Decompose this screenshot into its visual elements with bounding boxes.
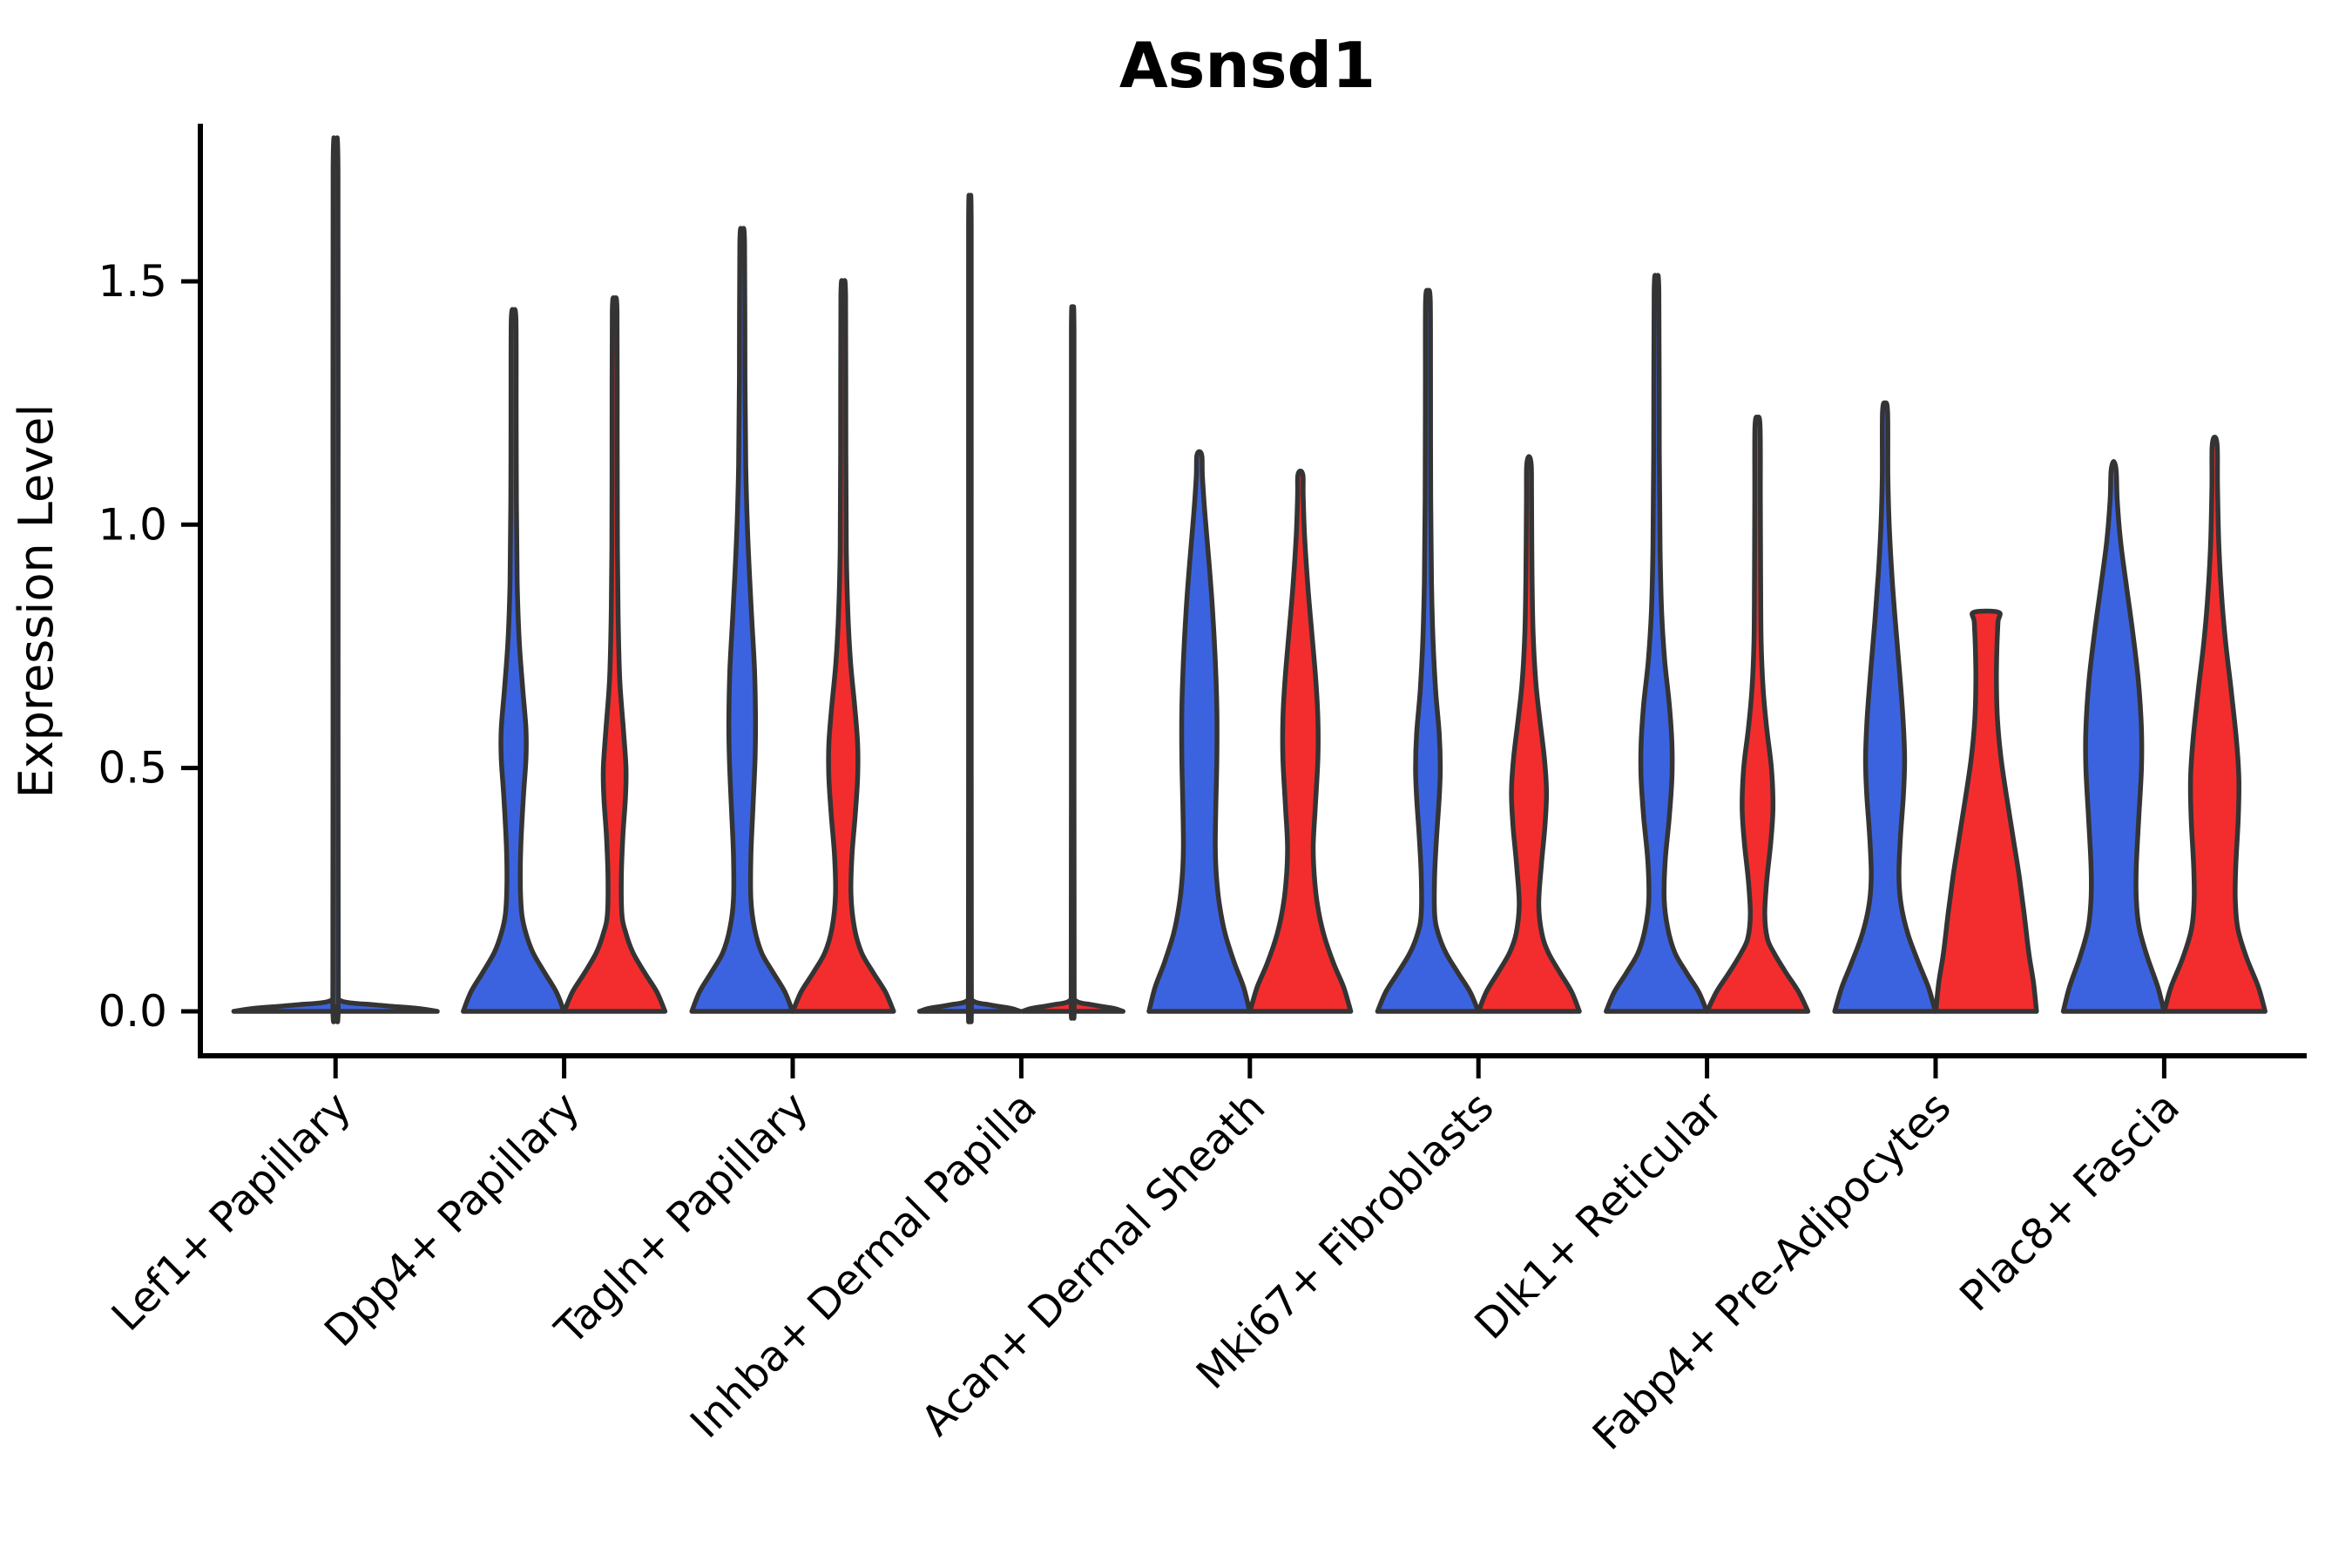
x-tick-label: Dpp4+ Papillary [315, 1083, 589, 1356]
violin-dpp4-papillary-red [562, 295, 668, 1014]
y-tick-label: 0.5 [98, 743, 167, 794]
violin-tagln-papillary-blue [689, 226, 795, 1014]
x-tick-label: Tagln+ Papillary [545, 1083, 817, 1355]
x-tick-label: Plac8+ Fascia [1950, 1083, 2189, 1321]
violin-inhba-dermal-papilla-red [1019, 304, 1125, 1021]
violin-dlk1-reticular-blue [1604, 273, 1710, 1014]
violin-acan-dermal-sheath-blue [1146, 449, 1253, 1014]
y-tick-label: 1.5 [98, 256, 167, 307]
violin-inhba-dermal-papilla-blue [916, 193, 1023, 1024]
violin-tagln-papillary-red [790, 278, 896, 1014]
y-tick-label: 0.0 [98, 986, 167, 1037]
x-tick-label: Lef1+ Papillary [103, 1083, 361, 1341]
violin-dlk1-reticular-red [1705, 415, 1811, 1014]
y-axis-label: Expression Level [9, 404, 64, 799]
violin-dpp4-papillary-blue [461, 307, 567, 1014]
violin-mki67-fibroblasts-red [1476, 454, 1582, 1014]
violin-lef1-papillary-blue [231, 135, 440, 1024]
x-tick-label: Dlk1+ Reticular [1465, 1083, 1732, 1349]
violin-fabp4-pre-adipocytes-red [1933, 608, 2039, 1014]
chart-title: Asnsd1 [1119, 29, 1375, 102]
violin-mki67-fibroblasts-blue [1375, 287, 1481, 1014]
violin-acan-dermal-sheath-red [1247, 469, 1354, 1014]
violin-fabp4-pre-adipocytes-blue [1832, 400, 1938, 1014]
violin-plac8-fascia-blue [2060, 458, 2166, 1014]
y-tick-label: 1.0 [98, 499, 167, 550]
violin-plac8-fascia-red [2161, 434, 2268, 1014]
